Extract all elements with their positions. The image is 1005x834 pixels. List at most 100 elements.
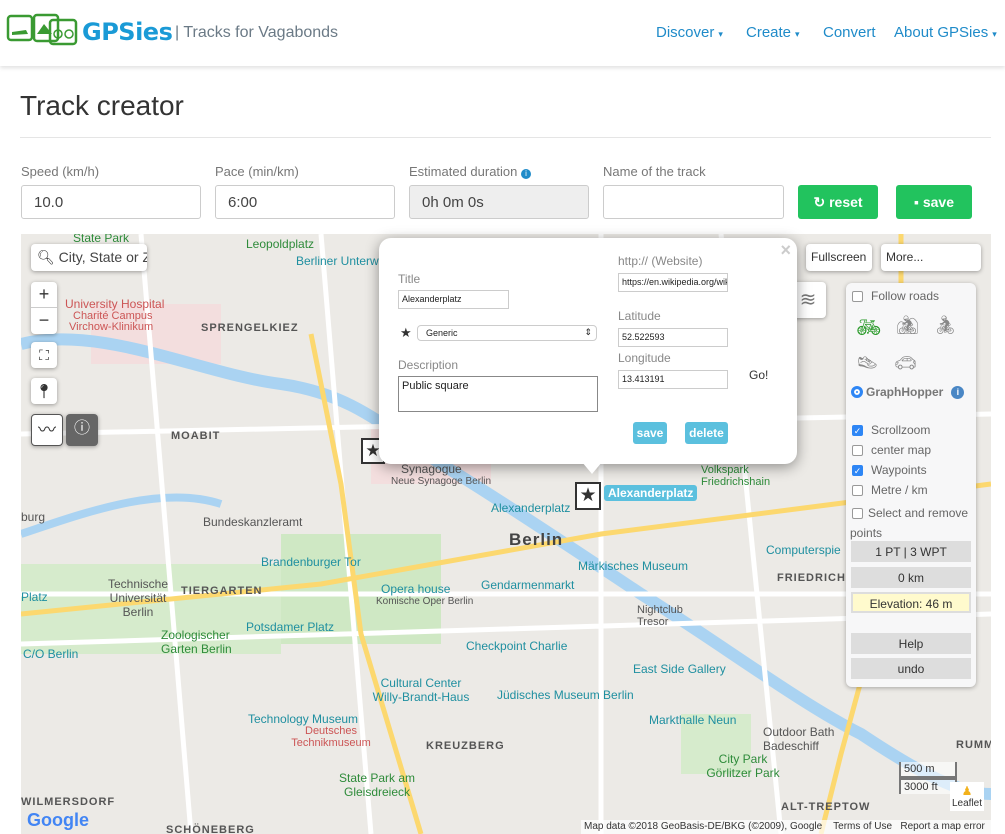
save-button[interactable]: ▪ save xyxy=(896,185,972,219)
map-label: University Hospital xyxy=(65,297,165,311)
checkbox[interactable] xyxy=(852,445,863,456)
router-label: GraphHopper xyxy=(866,385,944,399)
header: GPSies | Tracks for Vagabonds Discover ▾ … xyxy=(0,0,1005,66)
map-label: Bundeskanzleramt xyxy=(203,515,303,529)
map-label: Komische Oper Berlin xyxy=(376,596,474,607)
nav-create[interactable]: Create ▾ xyxy=(746,24,800,41)
zoom-out-button[interactable]: − xyxy=(38,310,50,330)
info-icon[interactable]: i xyxy=(951,385,965,399)
title-input[interactable]: Alexanderplatz xyxy=(398,290,509,309)
go-button[interactable]: Go! xyxy=(749,368,769,382)
type-value: Generic xyxy=(426,328,458,338)
website-input[interactable]: https://en.wikipedia.org/wiki/Alexanderp… xyxy=(618,273,728,292)
routing-panel: Follow roads 🚲︎ 🚵︎ 🚴︎ 👟︎ 🚗︎ GraphHopper i… xyxy=(846,283,976,687)
map-label: Cultural Center Willy-Brandt-Haus xyxy=(372,676,470,704)
waypoint-popup: × Title Alexanderplatz ★ Generic ⇕ Descri… xyxy=(379,238,797,474)
help-button[interactable]: Help xyxy=(851,633,971,654)
checkbox[interactable]: ✓ xyxy=(852,425,863,436)
map-label: Synagogue xyxy=(401,462,462,476)
pace-label: Pace (min/km) xyxy=(215,164,299,179)
pace-input[interactable]: 6:00 xyxy=(215,185,395,219)
location-pin-icon[interactable]: 📍︎ xyxy=(31,378,57,404)
car-icon[interactable]: 🚗︎ xyxy=(894,353,917,373)
mountain-bike-icon[interactable]: 🚵︎ xyxy=(896,315,919,335)
description-label: Description xyxy=(398,358,459,372)
duration-label-text: Estimated duration xyxy=(409,164,518,179)
map-label: Gendarmenmarkt xyxy=(481,578,575,592)
map-label: Markthalle Neun xyxy=(649,713,737,727)
map-label: ALT-TREPTOW xyxy=(781,801,871,813)
map-label: Berliner Unterw xyxy=(296,254,379,268)
latitude-input[interactable]: 52.522593 xyxy=(618,328,728,347)
leaflet-label: Leaflet xyxy=(952,798,983,809)
checkbox[interactable] xyxy=(852,485,863,496)
fullscreen-button[interactable]: Fullscreen xyxy=(806,244,872,271)
nav-about[interactable]: About GPSies ▾ xyxy=(894,24,997,41)
more-button[interactable]: More... xyxy=(881,244,981,271)
radio-selected-icon[interactable] xyxy=(851,386,863,398)
map-label: RUMM xyxy=(956,739,991,751)
racing-bike-icon[interactable]: 🚴︎ xyxy=(934,315,957,335)
waypoint-marker-star-icon[interactable]: ★ xyxy=(575,482,601,510)
graphhopper-radio[interactable]: GraphHopper i xyxy=(851,385,965,399)
location-search[interactable]: 🔍︎ City, State or Zip xyxy=(31,244,147,271)
popup-save-button[interactable]: save xyxy=(633,422,667,444)
elevation-display: Elevation: 46 m xyxy=(851,592,971,613)
checkbox[interactable] xyxy=(852,508,863,519)
select-arrows-icon: ⇕ xyxy=(584,327,592,337)
center-map-checkbox[interactable]: center map xyxy=(852,443,931,457)
zoom-in-button[interactable]: + xyxy=(31,282,57,308)
pegman-icon[interactable]: ♟ xyxy=(961,784,973,798)
scrollzoom-checkbox[interactable]: ✓ Scrollzoom xyxy=(852,423,930,437)
map-label: Opera house xyxy=(381,582,451,596)
map-label: WILMERSDORF xyxy=(21,796,116,808)
report-error-link[interactable]: Report a map error xyxy=(900,821,985,832)
checkbox[interactable]: ✓ xyxy=(852,465,863,476)
bicycle-icon[interactable]: 🚲︎ xyxy=(856,317,882,339)
running-shoe-icon[interactable]: 👟︎ xyxy=(856,353,879,373)
map-label: burg xyxy=(21,510,46,524)
draw-track-icon[interactable]: 〰 xyxy=(31,414,63,446)
search-input[interactable]: City, State or Zip xyxy=(58,249,147,265)
track-name-input[interactable] xyxy=(603,185,784,219)
brand-name[interactable]: GPSies xyxy=(82,18,173,46)
info-icon[interactable]: i xyxy=(521,169,532,179)
follow-roads-checkbox[interactable]: Follow roads xyxy=(852,289,939,303)
waypoint-tool-icon[interactable]: ⓘ xyxy=(66,414,98,446)
speed-input[interactable]: 10.0 xyxy=(21,185,201,219)
popup-delete-button[interactable]: delete xyxy=(685,422,728,444)
map-label: TIERGARTEN xyxy=(181,585,263,597)
page-title: Track creator xyxy=(20,90,184,121)
longitude-input[interactable]: 13.413191 xyxy=(618,370,728,389)
nav-discover[interactable]: Discover ▾ xyxy=(656,24,723,41)
close-icon[interactable]: × xyxy=(780,240,791,260)
checkbox-label: Scrollzoom xyxy=(871,423,931,437)
map-label: Brandenburger Tor xyxy=(261,555,361,569)
latitude-label: Latitude xyxy=(618,309,661,323)
speed-label: Speed (km/h) xyxy=(21,164,100,179)
checkbox[interactable] xyxy=(852,291,863,302)
map-label: C/O Berlin xyxy=(23,647,79,661)
terms-link[interactable]: Terms of Use xyxy=(833,821,893,832)
reset-button[interactable]: ↻ reset xyxy=(798,185,878,219)
map-label: Alexanderplatz xyxy=(491,501,571,515)
marker-label: Alexanderplatz xyxy=(604,485,698,501)
select-remove-checkbox[interactable]: Select and remove points xyxy=(850,503,974,543)
undo-button[interactable]: undo xyxy=(851,658,971,679)
description-textarea[interactable]: Public square xyxy=(398,376,598,412)
gpsies-logo[interactable] xyxy=(6,12,78,52)
nav-convert[interactable]: Convert xyxy=(823,24,876,41)
scale-bar: 500 m 3000 ft xyxy=(899,762,957,794)
fit-bounds-icon[interactable]: ⛶ xyxy=(31,342,57,368)
metre-checkbox[interactable]: Metre / km xyxy=(852,483,928,497)
caret-down-icon: ▾ xyxy=(992,29,997,39)
track-name-label: Name of the track xyxy=(603,164,706,179)
scale-imperial: 3000 ft xyxy=(899,778,957,794)
checkbox-label: Waypoints xyxy=(871,463,927,477)
map-label: Märkisches Museum xyxy=(578,559,689,573)
nav-label: About GPSies xyxy=(894,24,989,41)
leaflet-link[interactable]: ♟ Leaflet xyxy=(950,782,985,811)
type-select[interactable]: Generic ⇕ xyxy=(417,325,597,341)
waypoints-checkbox[interactable]: ✓ Waypoints xyxy=(852,463,927,477)
map-label: Jüdisches Museum Berlin xyxy=(497,688,634,702)
